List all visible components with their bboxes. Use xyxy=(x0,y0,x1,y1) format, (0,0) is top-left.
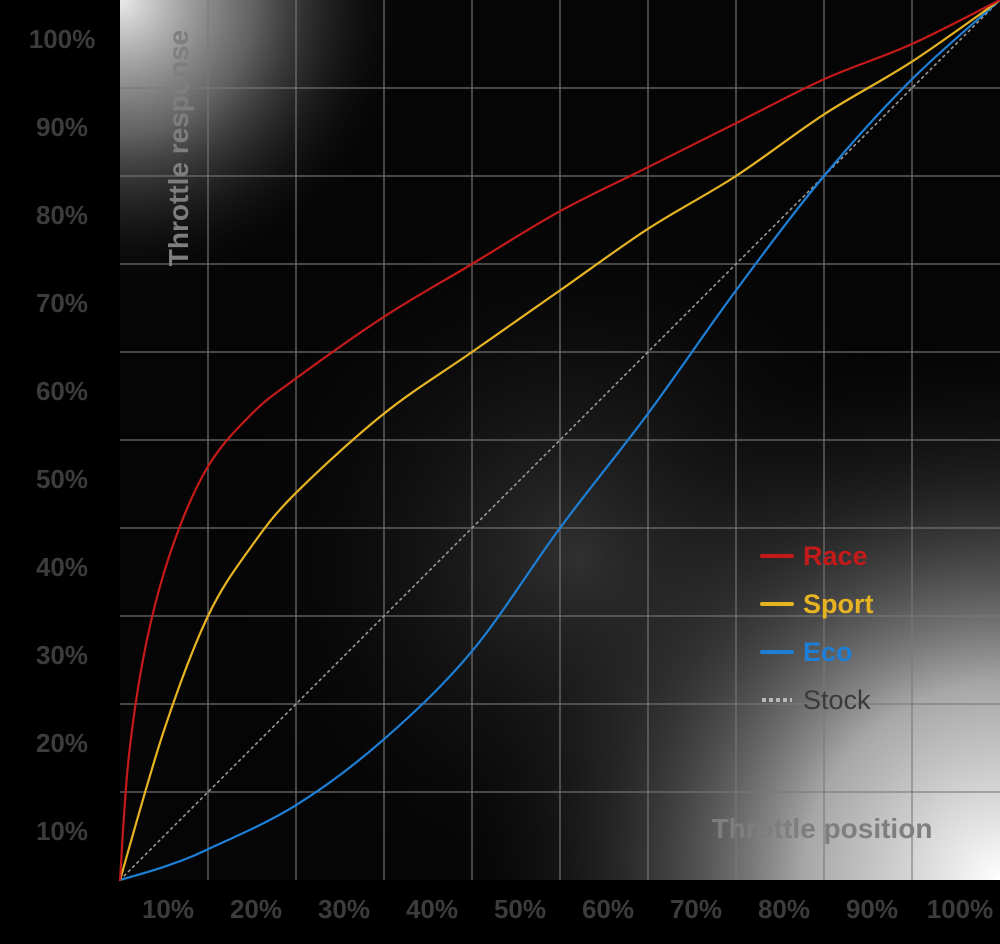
x-tick-label: 60% xyxy=(582,894,634,924)
x-tick-label: 30% xyxy=(318,894,370,924)
legend-label-stock: Stock xyxy=(803,685,871,715)
y-axis-tick-labels: 10% 20% 30% 40% 50% 60% 70% 80% 90% 100% xyxy=(29,24,96,846)
y-tick-label: 70% xyxy=(36,288,88,318)
legend: Race Sport Eco Stock xyxy=(760,541,874,715)
series-line-sport xyxy=(118,0,1000,882)
x-tick-label: 70% xyxy=(670,894,722,924)
x-tick-label: 50% xyxy=(494,894,546,924)
legend-label-sport: Sport xyxy=(803,589,874,619)
x-axis-tick-labels: 10% 20% 30% 40% 50% 60% 70% 80% 90% 100% xyxy=(142,894,993,924)
y-tick-label: 40% xyxy=(36,552,88,582)
series-line-race xyxy=(118,0,1000,882)
x-tick-label: 100% xyxy=(927,894,994,924)
y-tick-label: 80% xyxy=(36,200,88,230)
x-tick-label: 40% xyxy=(406,894,458,924)
y-tick-label: 50% xyxy=(36,464,88,494)
y-axis-title: Throttle response xyxy=(163,30,194,266)
y-tick-label: 60% xyxy=(36,376,88,406)
x-tick-label: 80% xyxy=(758,894,810,924)
grid xyxy=(120,0,1000,880)
legend-label-race: Race xyxy=(803,541,868,571)
legend-label-eco: Eco xyxy=(803,637,853,667)
x-tick-label: 10% xyxy=(142,894,194,924)
y-tick-label: 30% xyxy=(36,640,88,670)
x-axis-title: Throttle position xyxy=(712,813,933,844)
y-tick-label: 90% xyxy=(36,112,88,142)
series-line-eco xyxy=(118,0,1000,882)
x-tick-label: 20% xyxy=(230,894,282,924)
series-lines xyxy=(118,0,1000,882)
x-tick-label: 90% xyxy=(846,894,898,924)
y-tick-label: 20% xyxy=(36,728,88,758)
y-tick-label: 100% xyxy=(29,24,96,54)
y-tick-label: 10% xyxy=(36,816,88,846)
